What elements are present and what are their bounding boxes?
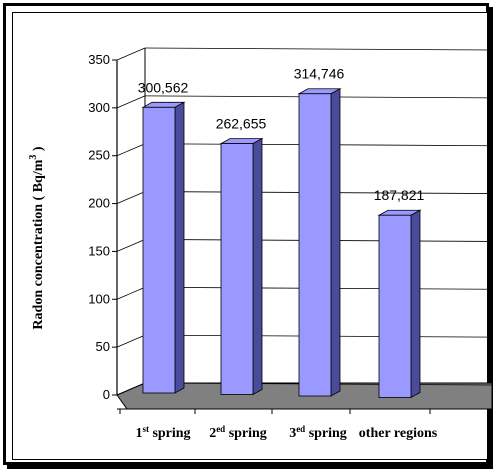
bar-0 (142, 106, 176, 394)
bar-2 (298, 93, 332, 397)
category-label-3: other regions (359, 426, 438, 441)
gridline-7 (144, 47, 493, 51)
gridline-diagonal-0 (116, 382, 146, 396)
bar-3 (378, 214, 412, 398)
gridline-diagonal-7 (116, 47, 146, 61)
y-tick-label-1: 50 (96, 339, 110, 354)
bar-side-0 (174, 101, 185, 394)
y-tick-label-0: 0 (103, 387, 110, 402)
gridline-diagonal-1 (116, 334, 146, 348)
gridline-diagonal-3 (116, 239, 146, 252)
y-tick-label-7: 350 (88, 52, 110, 67)
category-label-0: 1st spring (135, 424, 190, 441)
y-tick-label-4: 200 (88, 196, 110, 211)
gridline-diagonal-6 (116, 95, 146, 109)
data-label-0: 300,562 (138, 79, 189, 95)
category-label-1: 2ed spring (209, 424, 267, 441)
category-label-2: 3ed spring (289, 424, 347, 441)
data-label-2: 314,746 (294, 66, 345, 82)
y-tick-label-3: 150 (88, 243, 110, 258)
bar-side-2 (330, 88, 341, 397)
gridline-diagonal-4 (116, 191, 146, 204)
bar-side-1 (252, 137, 263, 396)
y-tick-label-2: 100 (88, 291, 110, 306)
data-label-1: 262,655 (216, 116, 267, 132)
y-tick-label-5: 250 (88, 148, 110, 163)
data-label-3: 187,821 (374, 187, 425, 203)
bar-1 (220, 143, 254, 395)
y-tick-label-6: 300 (88, 100, 110, 115)
y-axis-title: Radon concentration ( Bq/m3 ) (28, 146, 46, 329)
gridline-diagonal-2 (116, 286, 146, 300)
bar-side-3 (410, 209, 421, 399)
gridline-diagonal-5 (116, 143, 146, 157)
